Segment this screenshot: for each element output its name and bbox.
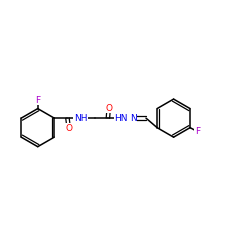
Text: NH: NH — [74, 114, 88, 122]
Text: HN: HN — [114, 114, 128, 122]
Text: O: O — [65, 124, 72, 133]
Text: F: F — [35, 96, 40, 105]
Text: O: O — [105, 104, 112, 112]
Text: F: F — [195, 127, 200, 136]
Text: N: N — [130, 114, 137, 122]
